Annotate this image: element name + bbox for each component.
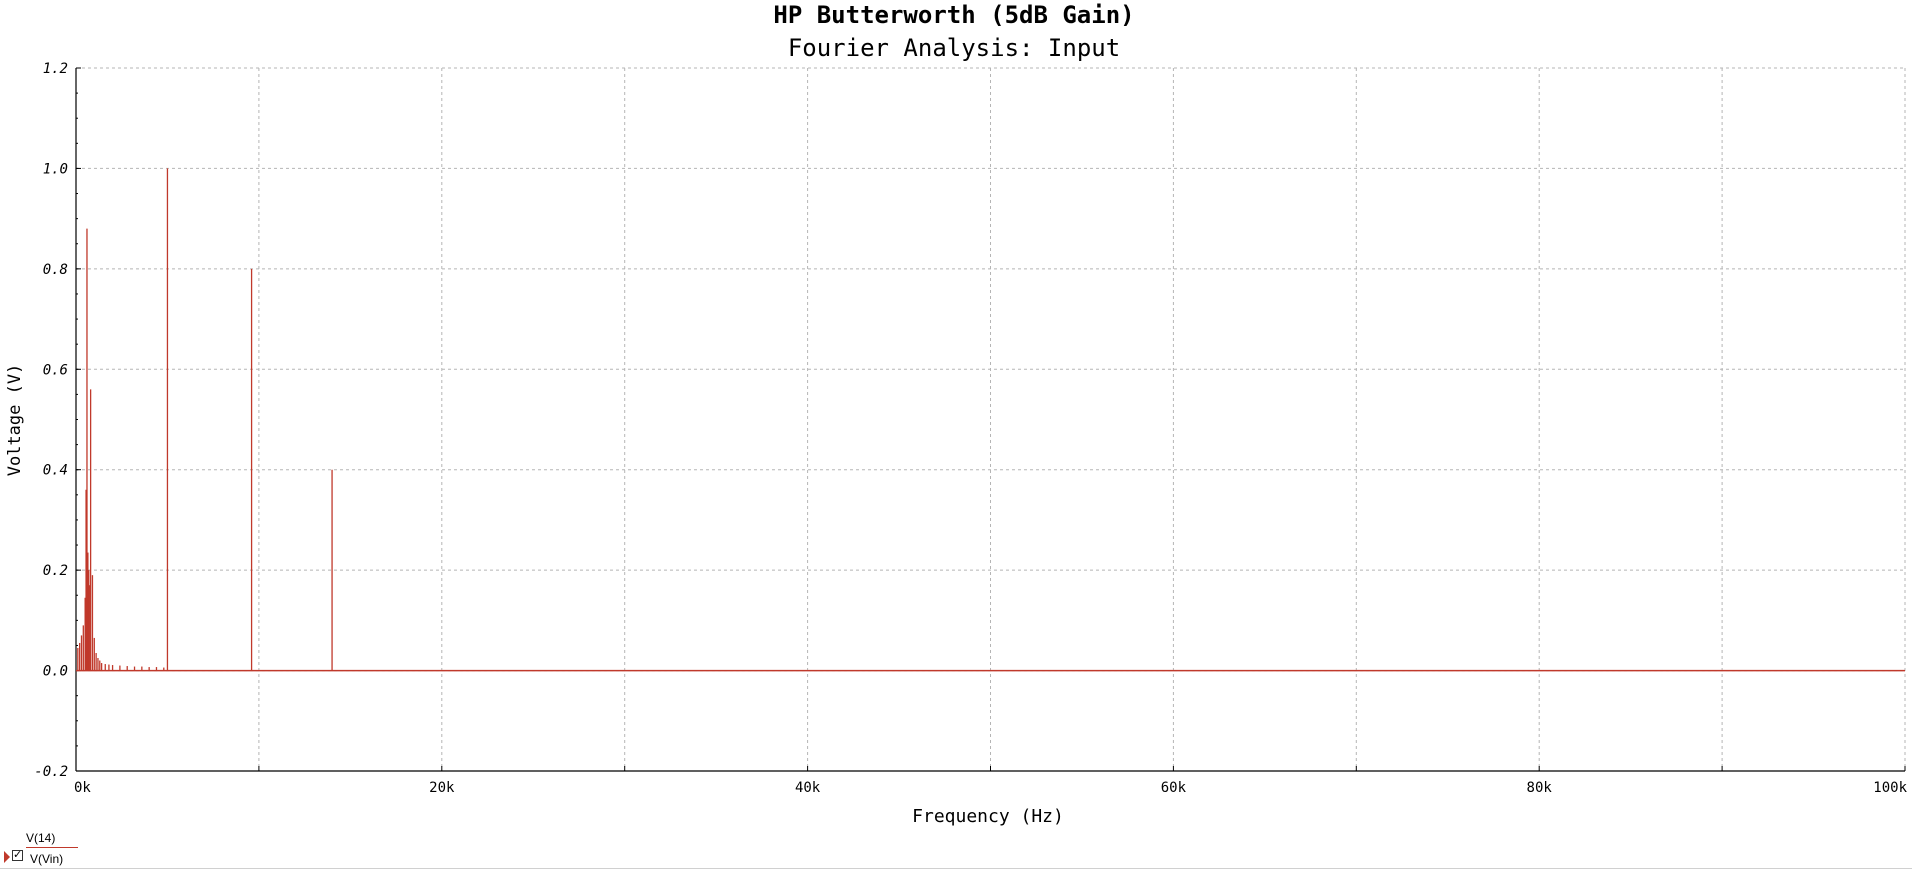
x-tick-label: 100k bbox=[1873, 780, 1907, 796]
x-tick-label: 20k bbox=[429, 780, 455, 796]
spectrum-bars bbox=[76, 168, 1905, 672]
x-tick-labels: 0k 20k 40k 60k 80k 100k bbox=[74, 780, 1908, 796]
y-tick-label: 0.6 bbox=[43, 362, 68, 378]
x-tick-label: 80k bbox=[1527, 780, 1553, 796]
legend-swatch-v14 bbox=[26, 847, 78, 848]
legend-item-vvin[interactable]: V(Vin) bbox=[30, 852, 64, 866]
x-tick-label: 60k bbox=[1161, 780, 1187, 796]
y-tick-label: -0.2 bbox=[34, 764, 68, 780]
divider bbox=[0, 868, 1912, 869]
y-tick-label: 1.0 bbox=[43, 161, 68, 177]
grid bbox=[75, 67, 1906, 772]
legend-item-v14[interactable]: V(14) bbox=[26, 831, 56, 845]
chart-subtitle: Fourier Analysis: Input bbox=[788, 34, 1120, 62]
x-tick-label: 0k bbox=[74, 780, 91, 796]
y-tick-label: 0.8 bbox=[43, 262, 68, 278]
y-tick-label: 0.0 bbox=[43, 664, 68, 680]
y-axis-label: Voltage (V) bbox=[5, 364, 25, 477]
legend: V(14) ✓ V(Vin) bbox=[0, 827, 90, 872]
y-tick-label: 0.4 bbox=[43, 463, 68, 479]
y-tick-labels: -0.2 0.0 0.2 0.4 0.6 0.8 1.0 1.2 bbox=[34, 61, 68, 780]
x-axis-label: Frequency (Hz) bbox=[912, 806, 1064, 827]
active-trace-marker-icon bbox=[4, 851, 10, 863]
chart-title: HP Butterworth (5dB Gain) bbox=[773, 1, 1134, 29]
y-tick-label: 1.2 bbox=[43, 61, 68, 77]
y-tick-label: 0.2 bbox=[43, 563, 68, 579]
axes bbox=[75, 67, 1906, 772]
x-tick-label: 40k bbox=[795, 780, 821, 796]
legend-checkbox-vvin[interactable]: ✓ bbox=[12, 849, 23, 861]
